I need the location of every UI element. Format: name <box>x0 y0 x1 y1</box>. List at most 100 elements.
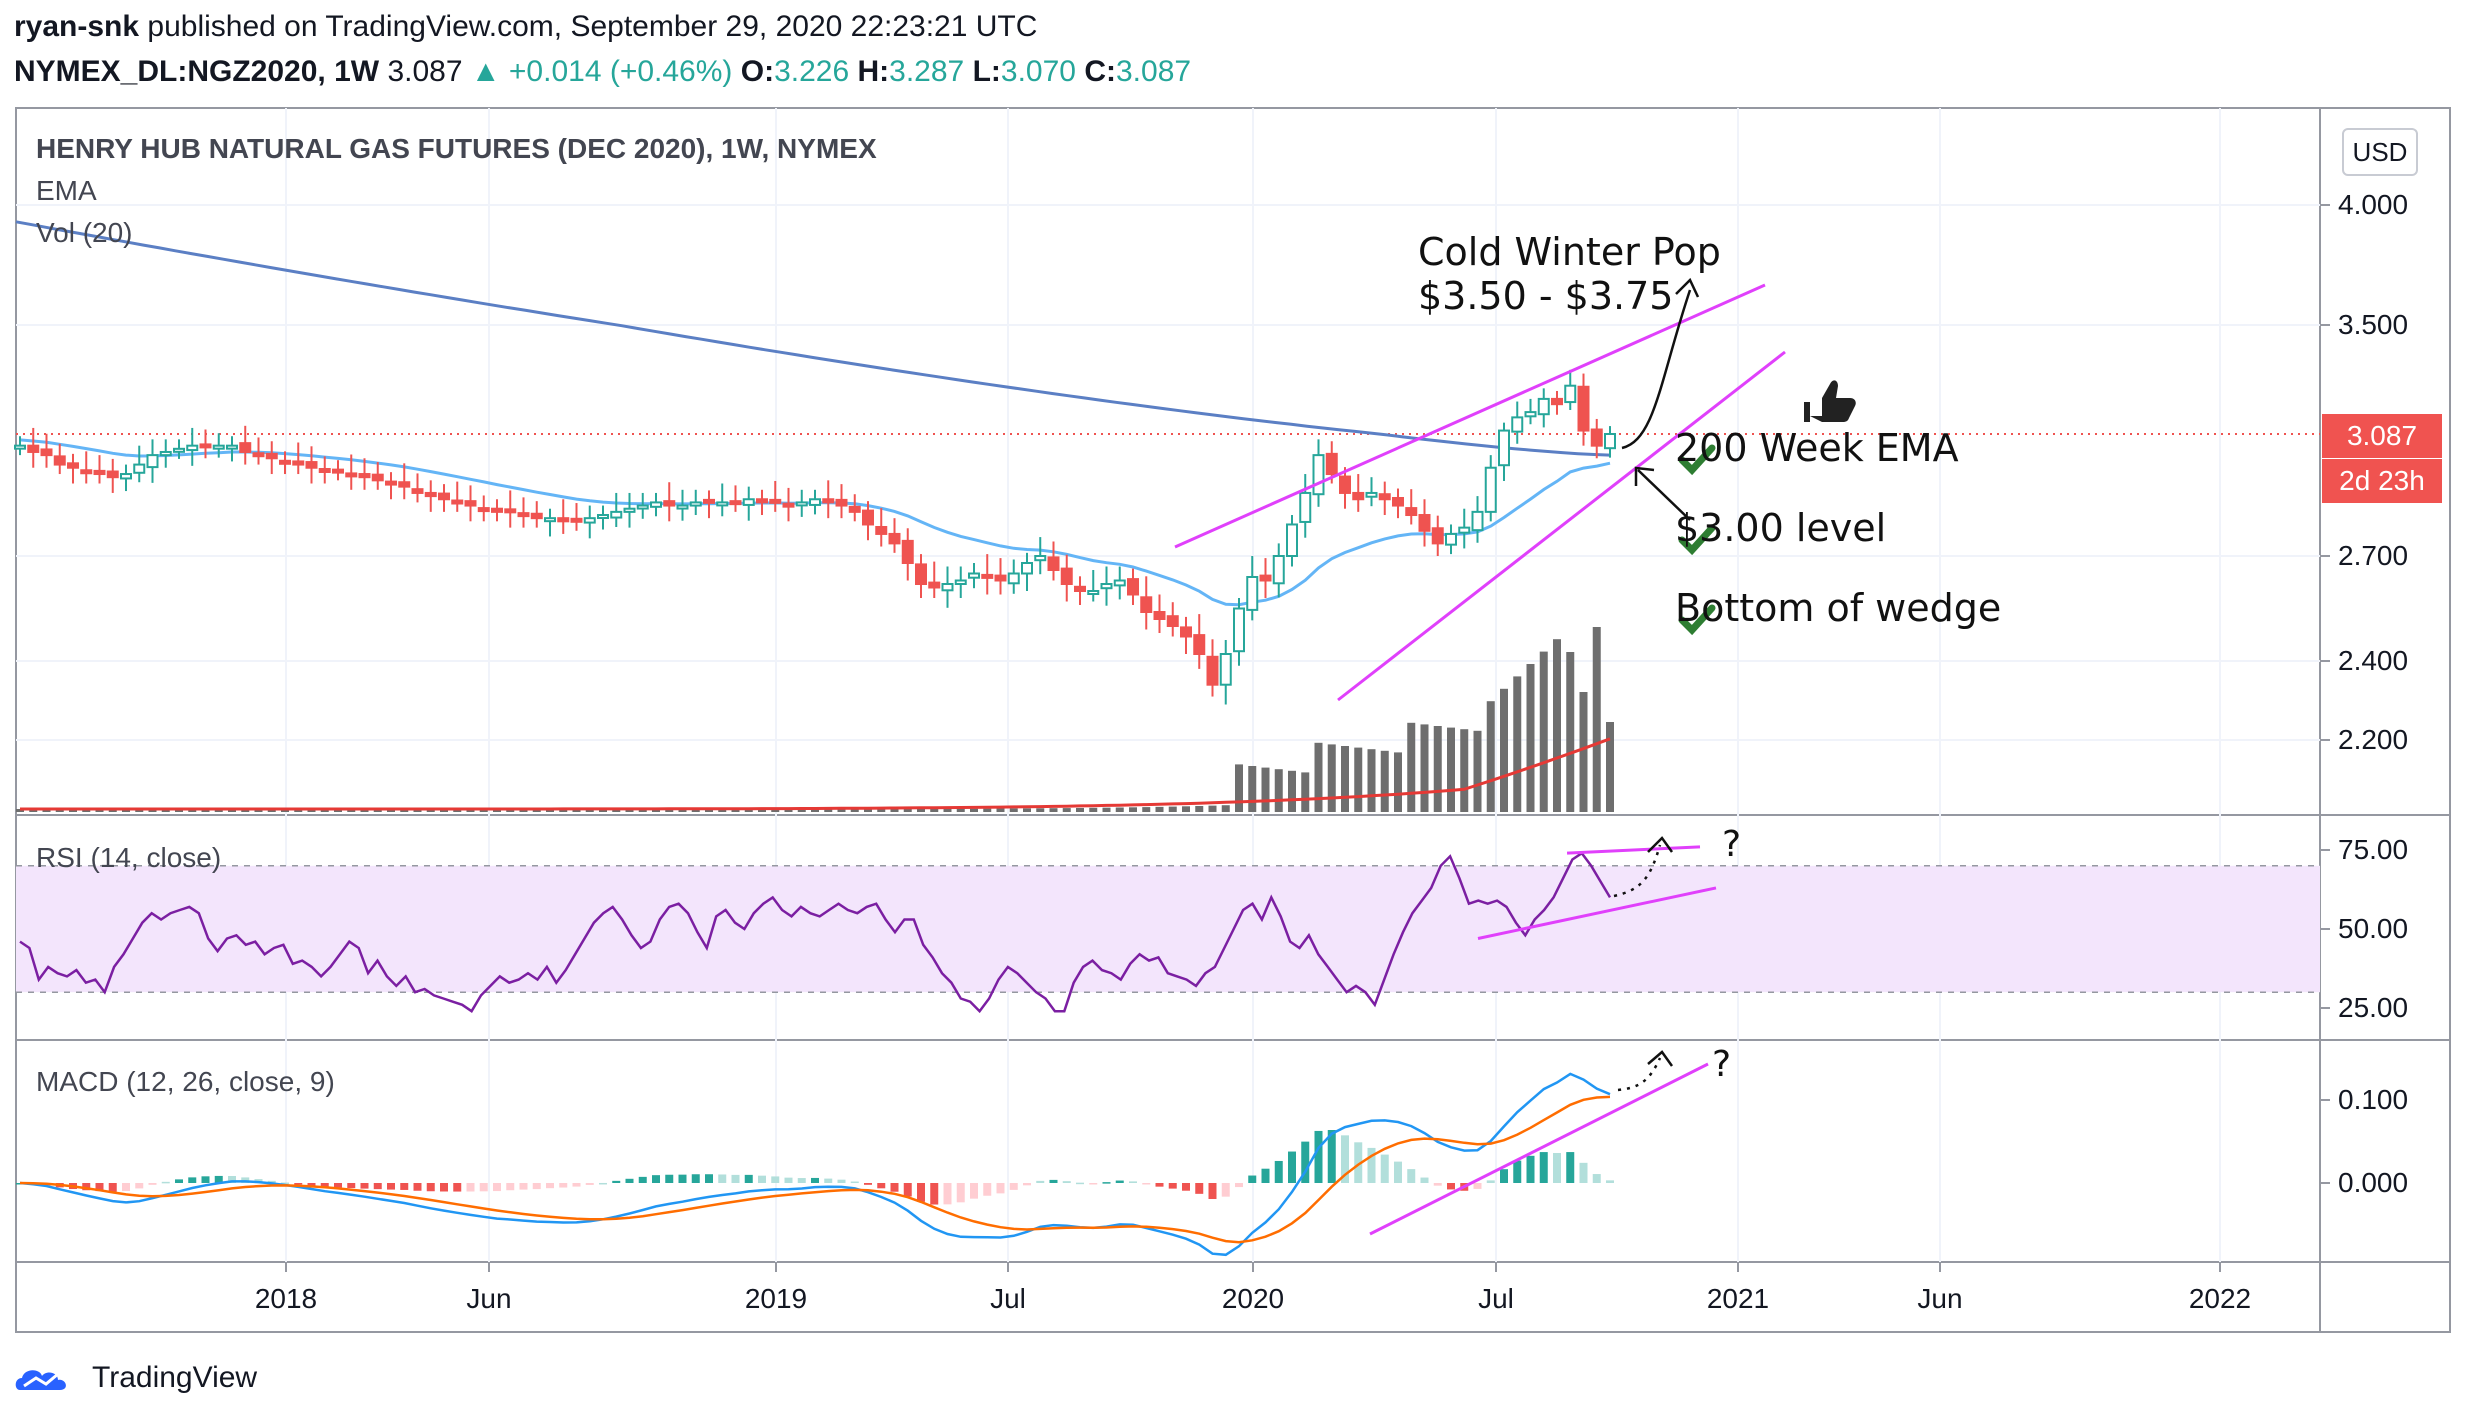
candle <box>1127 578 1139 596</box>
candle <box>358 473 371 479</box>
candle <box>265 452 278 460</box>
candle <box>1140 596 1153 613</box>
macd-histogram-bar <box>519 1183 528 1190</box>
publisher-name[interactable]: ryan-snk <box>14 10 140 43</box>
wedge-upper-line <box>1174 283 1766 549</box>
candle <box>226 444 238 450</box>
candle <box>928 581 941 589</box>
volume-bar <box>1367 749 1376 812</box>
macd-histogram-bar <box>307 1183 316 1186</box>
candle <box>53 455 66 466</box>
candle <box>610 510 623 519</box>
candle <box>703 498 715 504</box>
volume-legend[interactable]: Vol (20) <box>36 217 133 248</box>
macd-legend[interactable]: MACD (12, 26, close, 9) <box>36 1066 335 1097</box>
volume-bar <box>678 808 687 812</box>
candle <box>716 501 729 507</box>
volume-bar <box>837 808 846 812</box>
high-label: H: <box>857 55 890 88</box>
macd-histogram-bar <box>1592 1174 1601 1183</box>
macd-histogram-bar <box>1142 1183 1151 1185</box>
macd-histogram-bar <box>1076 1182 1084 1185</box>
macd-histogram-bar <box>334 1183 342 1188</box>
symbol-line: NYMEX_DL:NGZ2020, 1W 3.087 ▲ +0.014 (+0.… <box>14 55 1191 89</box>
candle <box>504 508 517 514</box>
volume-bar <box>1473 730 1482 812</box>
candle <box>318 467 331 473</box>
candle <box>1034 555 1047 562</box>
macd-histogram-bar <box>1500 1169 1508 1183</box>
volume-bar <box>1023 808 1031 812</box>
macd-histogram-bar <box>1049 1179 1058 1183</box>
macd-histogram-bar <box>1182 1183 1190 1191</box>
last-price: 3.087 <box>387 55 463 88</box>
volume-bar <box>1513 676 1522 812</box>
candle <box>517 512 530 518</box>
volume-bar <box>612 808 621 812</box>
volume-bar <box>930 808 939 812</box>
macd-histogram-bar <box>1367 1147 1376 1183</box>
volume-bar <box>1420 724 1429 812</box>
candle <box>583 517 596 524</box>
macd-histogram-bar <box>1089 1183 1098 1185</box>
candle <box>862 509 874 526</box>
macd-histogram-bar <box>506 1183 515 1191</box>
volume-bar <box>1460 729 1469 812</box>
macd-histogram-bar <box>175 1179 183 1183</box>
volume-bar <box>1049 808 1058 812</box>
volume-bar <box>903 808 912 812</box>
currency-button[interactable]: USD <box>2342 128 2418 176</box>
macd-histogram-bar <box>718 1174 727 1183</box>
macd-histogram-bar <box>281 1182 289 1185</box>
candle <box>954 579 967 585</box>
candle <box>544 517 556 523</box>
candle <box>1537 397 1550 416</box>
candle <box>120 473 132 480</box>
macd-histogram-bar <box>983 1183 992 1196</box>
macd-histogram-bar <box>599 1182 607 1185</box>
candle <box>464 500 477 507</box>
macd-histogram-bar <box>890 1183 899 1192</box>
tradingview-logo[interactable]: TradingView <box>14 1360 257 1396</box>
candle <box>994 574 1007 582</box>
candle <box>848 505 861 513</box>
macd-histogram-bar <box>850 1181 859 1184</box>
macd-histogram-bar <box>135 1183 144 1189</box>
ema-pointer-arrowhead <box>1634 466 1655 486</box>
price-tick-label: 3.500 <box>2338 309 2408 340</box>
cold-winter-label: Cold Winter Pop <box>1418 230 1721 274</box>
candle <box>1325 452 1338 476</box>
macd-histogram-bar <box>930 1183 939 1205</box>
candle <box>597 514 609 520</box>
macd-histogram-bar <box>1341 1135 1349 1183</box>
price-tick-label: 2.400 <box>2338 645 2408 676</box>
symbol-name: NYMEX_DL:NGZ2020, 1W <box>14 55 380 88</box>
candle <box>795 501 808 507</box>
macd-histogram-bar <box>758 1175 766 1183</box>
macd-histogram-bar <box>917 1183 925 1202</box>
time-tick-label: 2021 <box>1707 1283 1769 1314</box>
candle <box>133 463 146 474</box>
wedge-lower-line <box>1337 350 1786 702</box>
open-value: 3.226 <box>774 55 850 88</box>
macd-histogram-bar <box>824 1178 833 1183</box>
macd-histogram-bar <box>532 1183 541 1190</box>
macd-histogram-bar <box>188 1177 197 1183</box>
rsi-legend[interactable]: RSI (14, close) <box>36 842 222 873</box>
macd-histogram-bar <box>1394 1161 1402 1183</box>
volume-bar <box>1036 808 1045 812</box>
check-200-ema-label: 200 Week EMA <box>1675 426 1959 470</box>
candle <box>1233 607 1245 653</box>
volume-bar <box>1248 766 1257 812</box>
macd-histogram-bar <box>1129 1181 1137 1183</box>
macd-tick-label: 0.000 <box>2338 1167 2408 1198</box>
candle <box>1286 523 1298 558</box>
macd-histogram-bar <box>1486 1180 1495 1183</box>
candle <box>173 447 185 453</box>
ema-legend[interactable]: EMA <box>36 175 97 206</box>
candle <box>1577 385 1590 432</box>
volume-bar <box>599 808 607 812</box>
macd-histogram-bar <box>652 1175 660 1183</box>
volume-bar <box>1566 652 1575 812</box>
volume-bar <box>691 808 700 812</box>
